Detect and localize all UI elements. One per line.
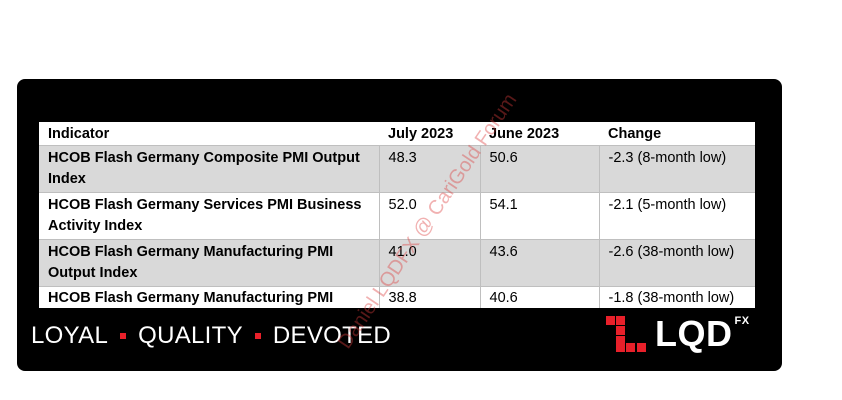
tagline-word-loyal: LOYAL — [31, 322, 109, 349]
header-indicator: Indicator — [48, 126, 110, 142]
tagline: LOYAL QUALITY DEVOTED — [31, 322, 391, 350]
indicator-cell: HCOB Flash Germany Services PMI Business… — [39, 192, 379, 240]
logo-text: LQD — [655, 313, 733, 354]
june-value-cell: 50.6 — [479, 145, 599, 193]
change-cell: -1.8 (38-month low) — [598, 286, 755, 308]
header-change: Change — [608, 126, 662, 142]
header-june-2023: June 2023 — [489, 126, 560, 142]
header-july-2023: July 2023 — [388, 126, 454, 142]
pmi-table: Indicator July 2023 June 2023 Change HCO… — [39, 122, 755, 308]
change-cell: -2.6 (38-month low) — [598, 239, 755, 287]
lqd-logo-mark-icon — [606, 316, 646, 352]
red-square-dot-icon — [120, 333, 127, 339]
july-value-cell: 38.8 — [378, 286, 480, 308]
indicator-cell: HCOB Flash Germany Manufacturing PMI Out… — [39, 239, 379, 287]
table-row: HCOB Flash Germany Manufacturing PMI 38.… — [39, 286, 755, 308]
table-row: HCOB Flash Germany Manufacturing PMI Out… — [39, 239, 755, 287]
tagline-word-devoted: DEVOTED — [272, 322, 392, 349]
lqd-logo: LQD FX — [606, 314, 750, 354]
red-square-dot-icon — [254, 333, 261, 339]
table-row: HCOB Flash Germany Composite PMI Output … — [39, 145, 755, 193]
change-cell: -2.3 (8-month low) — [598, 145, 755, 193]
change-cell: -2.1 (5-month low) — [598, 192, 755, 240]
table-row: HCOB Flash Germany Services PMI Business… — [39, 192, 755, 240]
table-header-row: Indicator July 2023 June 2023 Change — [39, 122, 755, 146]
july-value-cell: 41.0 — [378, 239, 480, 287]
july-value-cell: 48.3 — [378, 145, 480, 193]
indicator-cell: HCOB Flash Germany Manufacturing PMI — [39, 286, 379, 308]
logo-superscript: FX — [734, 315, 750, 327]
june-value-cell: 54.1 — [479, 192, 599, 240]
june-value-cell: 43.6 — [479, 239, 599, 287]
july-value-cell: 52.0 — [378, 192, 480, 240]
indicator-cell: HCOB Flash Germany Composite PMI Output … — [39, 145, 379, 193]
tagline-word-quality: QUALITY — [138, 322, 243, 349]
june-value-cell: 40.6 — [479, 286, 599, 308]
